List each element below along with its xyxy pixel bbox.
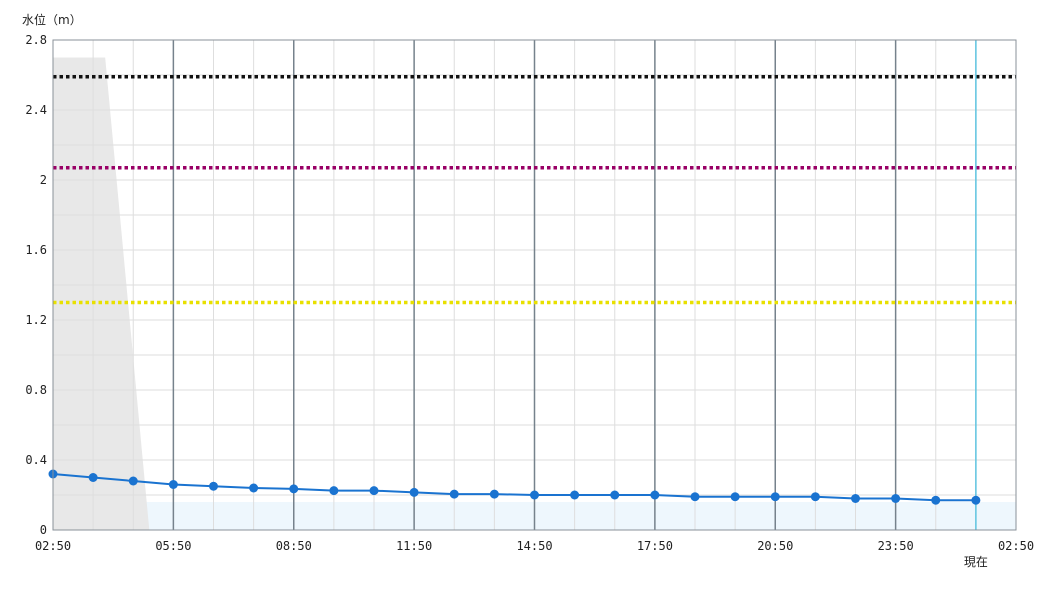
series-line (52, 473, 976, 502)
data-point (369, 486, 379, 496)
series-layer (48, 469, 981, 505)
data-point (610, 490, 620, 500)
data-point (530, 490, 539, 500)
data-point (489, 489, 499, 499)
y-tick-label: 0.4 (25, 453, 47, 467)
data-point (770, 492, 780, 502)
data-point (409, 487, 419, 497)
x-tick-label: 17:50 (637, 539, 673, 553)
y-tick-label: 2.4 (25, 103, 47, 117)
data-point (128, 476, 138, 486)
data-point (249, 483, 259, 493)
data-point (88, 473, 98, 482)
major-grid (172, 40, 897, 530)
data-point (650, 490, 660, 500)
data-point (329, 486, 339, 496)
threshold-lines (53, 75, 1016, 305)
data-point (810, 492, 820, 502)
data-point (971, 495, 981, 505)
data-point (851, 494, 860, 503)
x-tick-label: 20:50 (757, 539, 793, 553)
data-point (168, 480, 178, 489)
x-tick-label: 08:50 (276, 539, 312, 553)
data-point (289, 484, 299, 494)
x-axis-ticks: 02:50 05:50 08:50 11:50 14:50 17:50 20:50 23:50… (35, 539, 1034, 553)
x-tick-label: 11:50 (396, 539, 432, 553)
x-tick-label: 23:50 (878, 539, 914, 553)
now-label: 現在 (964, 555, 988, 569)
x-tick-label: 14:50 (516, 539, 552, 553)
y-axis-ticks: 0 0.4 0.8 1.2 1.6 2 2.4 2.8 (25, 33, 47, 537)
x-tick-label: 05:50 (155, 539, 191, 553)
plot-border (52, 39, 1017, 531)
y-tick-label: 0.8 (25, 383, 47, 397)
y-tick-label: 1.2 (25, 313, 47, 327)
data-point (730, 492, 740, 502)
data-point (931, 495, 941, 505)
y-tick-label: 2 (40, 173, 47, 187)
data-point (690, 492, 700, 502)
x-tick-label: 02:50 (35, 539, 71, 553)
data-point (449, 489, 459, 499)
data-point (570, 490, 580, 500)
y-tick-label: 2.8 (25, 33, 47, 47)
data-point (209, 481, 218, 491)
shaded-band (53, 57, 150, 530)
x-tick-label: 02:50 (998, 539, 1034, 553)
y-axis-title: 水位（m） (22, 12, 82, 27)
data-point (891, 494, 901, 503)
y-tick-label: 0 (40, 523, 47, 537)
y-tick-label: 1.6 (25, 243, 47, 257)
